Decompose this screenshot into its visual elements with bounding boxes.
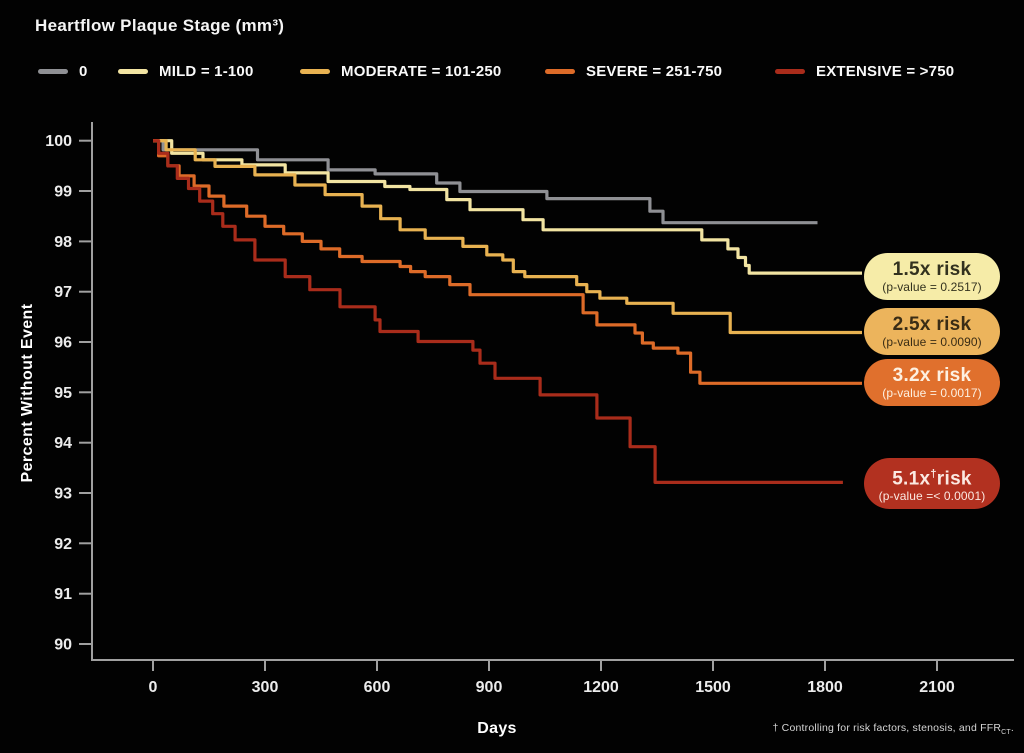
curve-moderate [153, 139, 862, 335]
legend-swatch-severe [545, 69, 575, 74]
risk-multiplier: 5.1x†risk [892, 468, 972, 490]
x-tick-label: 2100 [919, 679, 955, 696]
y-tick-label: 98 [54, 234, 72, 251]
x-tick-label: 900 [476, 679, 503, 696]
x-tick-label: 0 [149, 679, 158, 696]
risk-multiplier: 3.2x risk [892, 365, 972, 386]
chart-title: Heartflow Plaque Stage (mm³) [35, 16, 285, 35]
y-tick-label: 91 [54, 586, 72, 603]
legend-swatch-0 [38, 69, 68, 74]
x-tick-label: 1500 [695, 679, 731, 696]
legend-label: 0 [79, 63, 88, 80]
legend-label: MILD = 1-100 [159, 63, 254, 80]
risk-badge-1.5x: 1.5x risk (p-value = 0.2517) [864, 253, 1000, 300]
legend-label: MODERATE = 101-250 [341, 63, 502, 80]
risk-pvalue: (p-value = 0.2517) [882, 280, 982, 294]
y-tick-label: 92 [54, 536, 72, 553]
curve-extensive [153, 139, 843, 484]
y-tick-label: 100 [45, 133, 72, 150]
legend-item-extensive: EXTENSIVE = >750 [775, 63, 954, 80]
y-tick-label: 90 [54, 637, 72, 654]
legend-item-0: 0 [38, 63, 88, 80]
x-axis-title: Days [477, 720, 517, 737]
y-tick-label: 95 [54, 385, 72, 402]
curve-0 [153, 139, 818, 225]
legend-label: EXTENSIVE = >750 [816, 63, 955, 80]
y-axis-title: Percent Without Event [19, 303, 36, 483]
legend-item-severe: SEVERE = 251-750 [545, 63, 722, 80]
y-tick-label: 97 [54, 284, 72, 301]
risk-multiplier: 2.5x risk [892, 314, 972, 335]
axes [91, 122, 1014, 661]
x-tick-label: 1800 [807, 679, 843, 696]
y-tick-label: 99 [54, 184, 72, 201]
risk-badge-5.1x: 5.1x†risk (p-value =< 0.0001) [864, 458, 1000, 510]
risk-pvalue: (p-value = 0.0090) [882, 335, 982, 349]
y-tick-label: 96 [54, 335, 72, 352]
y-tick-label: 93 [54, 486, 72, 503]
legend-label: SEVERE = 251-750 [586, 63, 723, 80]
risk-pvalue: (p-value = 0.0017) [882, 386, 982, 400]
legend: 0 MILD = 1-100 MODERATE = 101-250 SEVERE = … [0, 63, 1024, 85]
risk-pvalue: (p-value =< 0.0001) [878, 489, 986, 504]
risk-multiplier: 1.5x risk [892, 259, 972, 280]
x-tick-label: 300 [252, 679, 279, 696]
risk-badge-3.2x: 3.2x risk (p-value = 0.0017) [864, 359, 1000, 406]
x-tick-label: 1200 [583, 679, 619, 696]
curve-severe [153, 139, 862, 385]
legend-item-moderate: MODERATE = 101-250 [300, 63, 501, 80]
legend-swatch-extensive [775, 69, 805, 74]
risk-badge-2.5x: 2.5x risk (p-value = 0.0090) [864, 308, 1000, 355]
curve-mild [153, 139, 862, 275]
legend-swatch-mild [118, 69, 148, 74]
y-tick-label: 94 [54, 435, 72, 452]
legend-swatch-moderate [300, 69, 330, 74]
legend-item-mild: MILD = 1-100 [118, 63, 254, 80]
x-tick-label: 600 [364, 679, 391, 696]
footnote-subscript: CT [1001, 729, 1011, 737]
footnote: † Controlling for risk factors, stenosis… [772, 722, 1014, 737]
dagger-icon: † [930, 468, 937, 480]
